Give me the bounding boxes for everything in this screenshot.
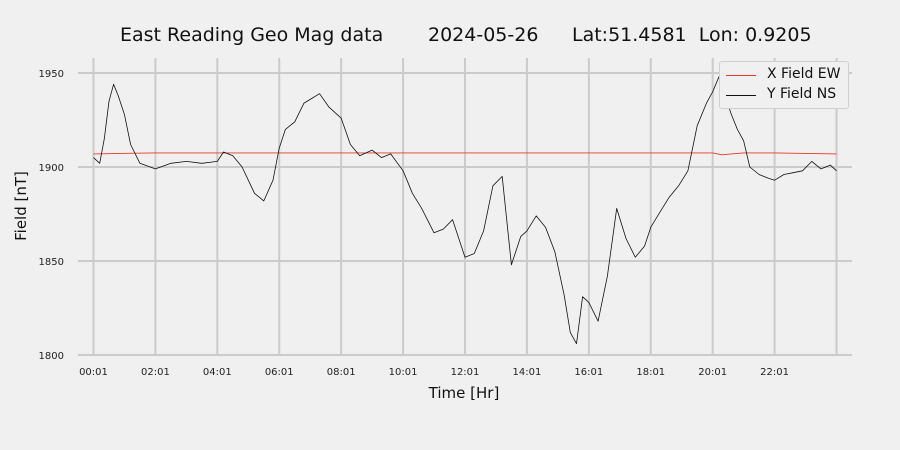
title-main: East Reading Geo Mag data <box>120 24 384 46</box>
x-tick-label: 18:01 <box>636 367 665 378</box>
tick-labels: 00:01 02:01 04:01 06:01 08:01 10:01 12:01 14:01… <box>39 69 789 378</box>
x-tick-label: 10:01 <box>389 367 418 378</box>
y-tick-label: 1900 <box>39 163 64 174</box>
chart-title: East Reading Geo Mag data 2024-05-26 Lat… <box>0 24 900 48</box>
series-line-x-field <box>93 152 837 156</box>
title-date: 2024-05-26 <box>428 24 539 46</box>
x-tick-label: 14:01 <box>513 367 542 378</box>
y-axis-label: Field [nT] <box>12 171 30 241</box>
legend-label-x-field: X Field EW <box>767 66 841 82</box>
y-tick-label: 1950 <box>39 69 64 80</box>
x-tick-label: 20:01 <box>698 367 727 378</box>
x-tick-label: 02:01 <box>141 367 170 378</box>
x-tick-label: 12:01 <box>451 367 480 378</box>
x-tick-label: 04:01 <box>203 367 232 378</box>
x-axis-label: Time [Hr] <box>428 384 500 402</box>
x-tick-label: 08:01 <box>327 367 356 378</box>
legend: X Field EW Y Field NS <box>719 61 849 109</box>
x-tick-label: 00:01 <box>79 367 108 378</box>
x-tick-label: 06:01 <box>265 367 294 378</box>
title-location: Lat:51.4581 Lon: 0.9205 <box>572 24 812 46</box>
legend-swatch-x-field <box>726 75 756 76</box>
legend-label-y-field: Y Field NS <box>767 86 837 102</box>
y-tick-label: 1850 <box>39 257 64 268</box>
legend-swatch-y-field <box>726 95 756 96</box>
x-tick-label: 22:01 <box>760 367 789 378</box>
y-tick-label: 1800 <box>39 351 64 362</box>
x-tick-label: 16:01 <box>574 367 603 378</box>
